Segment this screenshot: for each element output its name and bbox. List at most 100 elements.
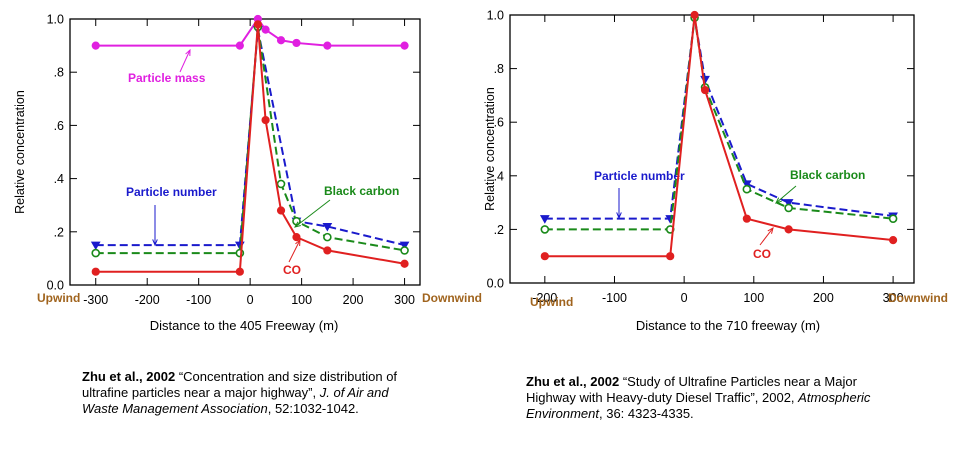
- y-tick-label: 1.0: [47, 13, 64, 27]
- data-point-co: [666, 252, 675, 261]
- x-tick-label: -300: [83, 293, 108, 307]
- data-point-particle-number: [399, 241, 410, 251]
- y-axis-label: Relative concentration: [13, 90, 27, 214]
- chart-710-freeway: -200 -100 0 100 200 300 0.0 .2 .4 .6 .8 1.0 Distance…: [483, 9, 948, 334]
- data-point-co: [235, 267, 244, 276]
- y-tick-label: .8: [494, 62, 504, 76]
- x-tick-label: 0: [247, 293, 254, 307]
- data-point-particle-mass: [323, 41, 332, 50]
- label-pointer-black-carbon: [294, 199, 331, 228]
- x-tick-label: 200: [813, 291, 834, 305]
- reference-left-details: , 52:1032-1042.: [267, 401, 359, 416]
- reference-left-title: “Concentration and size distribution of …: [82, 369, 398, 400]
- data-point-black-carbon: [323, 232, 332, 242]
- downwind-label: Downwind: [888, 291, 948, 305]
- data-point-particle-mass: [276, 36, 286, 45]
- y-tick-label: 0.0: [487, 277, 504, 291]
- data-point-co: [690, 10, 699, 20]
- upwind-label: Upwind: [530, 295, 573, 309]
- data-point-co: [261, 115, 270, 125]
- x-tick-label: 200: [343, 293, 364, 307]
- series-label-particle-number: Particle number: [594, 169, 685, 183]
- label-pointer-black-carbon: [775, 185, 797, 204]
- data-point-co: [323, 246, 332, 255]
- data-point-black-carbon: [540, 225, 550, 234]
- x-tick-label: -100: [186, 293, 211, 307]
- reference-right-authors: Zhu et al., 2002: [526, 374, 620, 389]
- x-axis-label: Distance to the 710 freeway (m): [636, 318, 820, 333]
- data-point-black-carbon: [784, 203, 793, 213]
- data-point-particle-number: [539, 215, 550, 224]
- series-line-co: [95, 24, 405, 273]
- label-arrowhead-particle-number: [616, 212, 622, 220]
- series-line-particle-number: [544, 17, 894, 220]
- label-pointer-co: [759, 227, 774, 246]
- reference-left-journal: J. of Air and Waste Management Associati…: [82, 385, 389, 416]
- data-point-co: [292, 233, 301, 242]
- series-label-particle-mass: Particle mass: [128, 71, 206, 85]
- y-tick-label: .2: [494, 223, 504, 237]
- x-tick-label: -100: [602, 291, 627, 305]
- data-point-particle-number: [322, 222, 333, 232]
- plot-frame: [509, 14, 915, 284]
- label-arrowhead-particle-number: [152, 239, 158, 247]
- y-tick-label: .4: [494, 169, 504, 183]
- y-tick-label: 1.0: [487, 9, 504, 23]
- series-line-particle-number: [95, 29, 405, 247]
- x-tick-label: -200: [135, 293, 160, 307]
- label-arrowhead-black-carbon: [293, 221, 301, 228]
- series-label-co: CO: [283, 263, 301, 277]
- data-point-co: [91, 267, 100, 276]
- data-point-co: [276, 206, 286, 215]
- data-point-co: [400, 259, 409, 268]
- data-point-particle-mass: [292, 38, 301, 48]
- data-point-co: [700, 85, 710, 95]
- reference-right: Zhu et al., 2002 “Study of Ultrafine Par…: [526, 374, 896, 422]
- y-tick-label: 0.0: [47, 279, 64, 293]
- reference-right-details: , 36: 4323-4335.: [598, 406, 694, 421]
- y-tick-label: .6: [494, 116, 504, 130]
- label-arrowhead-particle-mass: [185, 48, 191, 57]
- series-line-co: [544, 14, 894, 258]
- x-tick-label: 300: [883, 291, 904, 305]
- chart-405-freeway: -300 -200 -100 0 100 200 300 0.0 .2 .4 .6 .8 1.0 Dist…: [13, 13, 482, 334]
- data-point-particle-mass: [91, 41, 100, 50]
- series-label-co: CO: [753, 247, 771, 261]
- data-point-co: [784, 225, 793, 234]
- series-line-particle-mass: [95, 17, 405, 47]
- downwind-label: Downwind: [422, 291, 482, 305]
- data-point-co: [742, 214, 751, 223]
- y-tick-label: .8: [54, 66, 64, 80]
- data-point-co: [889, 236, 898, 245]
- data-point-particle-mass: [261, 25, 270, 34]
- series-line-black-carbon: [544, 17, 894, 231]
- data-point-particle-number: [741, 180, 752, 189]
- y-tick-label: .6: [54, 119, 64, 133]
- reference-left: Zhu et al., 2002 “Concentration and size…: [82, 369, 402, 417]
- x-tick-label: 300: [394, 293, 415, 307]
- label-arrowhead-co: [295, 238, 301, 247]
- label-pointer-particle-mass: [179, 49, 191, 73]
- x-tick-label: 0: [681, 291, 688, 305]
- plot-frame: [69, 18, 421, 286]
- upwind-label: Upwind: [37, 291, 80, 305]
- data-point-black-carbon: [742, 184, 752, 194]
- y-tick-label: .4: [54, 172, 64, 186]
- x-tick-label: -200: [532, 291, 557, 305]
- data-point-black-carbon: [91, 248, 101, 258]
- series-label-black-carbon: Black carbon: [790, 168, 865, 182]
- label-arrowhead-black-carbon: [775, 197, 782, 204]
- data-point-particle-mass: [235, 41, 244, 50]
- data-point-black-carbon: [400, 246, 409, 255]
- x-tick-label: 100: [743, 291, 764, 305]
- series-label-particle-number: Particle number: [126, 185, 217, 199]
- label-arrowhead-co: [767, 226, 774, 234]
- y-tick-label: .2: [54, 225, 64, 239]
- data-point-particle-number: [783, 199, 794, 208]
- data-point-black-carbon: [276, 179, 286, 189]
- x-axis-label: Distance to the 405 Freeway (m): [150, 318, 339, 333]
- reference-left-authors: Zhu et al., 2002: [82, 369, 176, 384]
- reference-right-title: “Study of Ultrafine Particles near a Maj…: [526, 374, 857, 405]
- data-point-black-carbon: [888, 214, 898, 223]
